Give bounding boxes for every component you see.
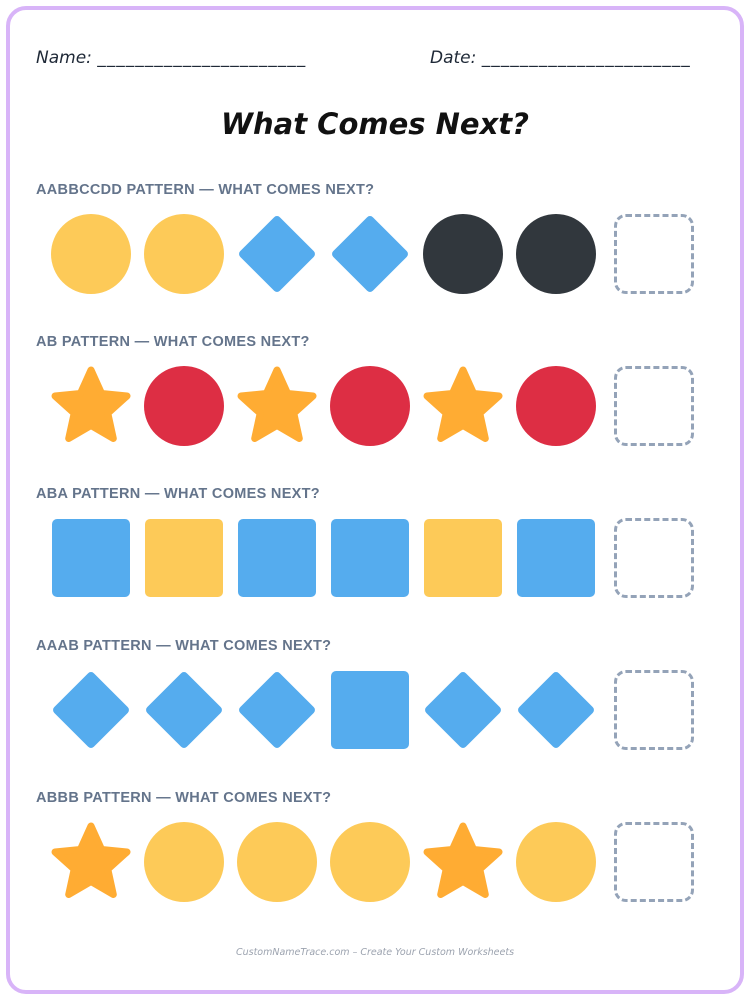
red-circle-icon <box>330 366 410 446</box>
pattern-item <box>326 666 414 754</box>
blue-diamond-icon <box>330 214 410 294</box>
blue-diamond-icon <box>237 670 317 750</box>
empty-answer-slot[interactable] <box>614 518 694 598</box>
pattern-item <box>140 514 228 602</box>
yellow-circle-icon <box>144 214 224 294</box>
pattern-row <box>0 818 750 906</box>
yellow-circle-icon <box>516 822 596 902</box>
pattern-heading: ABBB PATTERN — WHAT COMES NEXT? <box>36 790 332 806</box>
blue-square-icon <box>331 519 409 597</box>
pattern-item <box>419 818 507 906</box>
pattern-item <box>512 514 600 602</box>
pattern-heading: AB PATTERN — WHAT COMES NEXT? <box>36 334 310 350</box>
pattern-item <box>47 210 135 298</box>
worksheet-title: What Comes Next? <box>221 107 529 141</box>
answer-box[interactable] <box>610 210 698 298</box>
blue-diamond-icon <box>423 670 503 750</box>
pattern-item <box>140 818 228 906</box>
dark-circle-icon <box>516 214 596 294</box>
name-blank-line[interactable]: ______________________ <box>97 48 307 68</box>
empty-answer-slot[interactable] <box>614 214 694 294</box>
yellow-square-icon <box>145 519 223 597</box>
dark-circle-icon <box>423 214 503 294</box>
pattern-item <box>233 362 321 450</box>
date-label: Date: <box>430 48 477 68</box>
empty-answer-slot[interactable] <box>614 366 694 446</box>
pattern-item <box>419 666 507 754</box>
empty-answer-slot[interactable] <box>614 822 694 902</box>
orange-star-icon <box>51 366 131 446</box>
pattern-item <box>47 818 135 906</box>
date-field[interactable]: Date: ______________________ <box>430 48 691 68</box>
pattern-row <box>0 210 750 298</box>
pattern-item <box>326 514 414 602</box>
pattern-item <box>140 210 228 298</box>
blue-diamond-icon <box>51 670 131 750</box>
red-circle-icon <box>516 366 596 446</box>
pattern-row <box>0 514 750 602</box>
answer-box[interactable] <box>610 362 698 450</box>
footer-credit: CustomNameTrace.com – Create Your Custom… <box>235 947 515 958</box>
yellow-circle-icon <box>237 822 317 902</box>
answer-box[interactable] <box>610 818 698 906</box>
pattern-heading: AABBCCDD PATTERN — WHAT COMES NEXT? <box>36 182 375 198</box>
blue-square-icon <box>52 519 130 597</box>
pattern-item <box>512 362 600 450</box>
pattern-item <box>419 210 507 298</box>
blue-square-icon <box>517 519 595 597</box>
pattern-item <box>326 818 414 906</box>
pattern-row <box>0 666 750 754</box>
orange-star-icon <box>51 822 131 902</box>
pattern-item <box>512 818 600 906</box>
yellow-circle-icon <box>51 214 131 294</box>
name-label: Name: <box>36 48 92 68</box>
pattern-item <box>233 514 321 602</box>
blue-square-icon <box>331 671 409 749</box>
yellow-circle-icon <box>330 822 410 902</box>
pattern-item <box>419 514 507 602</box>
answer-box[interactable] <box>610 514 698 602</box>
pattern-heading: ABA PATTERN — WHAT COMES NEXT? <box>36 486 320 502</box>
pattern-item <box>233 818 321 906</box>
blue-diamond-icon <box>516 670 596 750</box>
empty-answer-slot[interactable] <box>614 670 694 750</box>
yellow-square-icon <box>424 519 502 597</box>
pattern-item <box>233 210 321 298</box>
pattern-item <box>233 666 321 754</box>
pattern-item <box>512 210 600 298</box>
orange-star-icon <box>423 366 503 446</box>
pattern-item <box>419 362 507 450</box>
name-field[interactable]: Name: ______________________ <box>36 48 306 68</box>
pattern-item <box>47 514 135 602</box>
orange-star-icon <box>237 366 317 446</box>
pattern-item <box>140 362 228 450</box>
pattern-item <box>512 666 600 754</box>
pattern-item <box>140 666 228 754</box>
answer-box[interactable] <box>610 666 698 754</box>
pattern-row <box>0 362 750 450</box>
orange-star-icon <box>423 822 503 902</box>
yellow-circle-icon <box>144 822 224 902</box>
date-blank-line[interactable]: ______________________ <box>481 48 691 68</box>
blue-diamond-icon <box>237 214 317 294</box>
red-circle-icon <box>144 366 224 446</box>
pattern-item <box>326 362 414 450</box>
blue-diamond-icon <box>144 670 224 750</box>
blue-square-icon <box>238 519 316 597</box>
pattern-item <box>47 666 135 754</box>
pattern-item <box>47 362 135 450</box>
pattern-heading: AAAB PATTERN — WHAT COMES NEXT? <box>36 638 332 654</box>
pattern-item <box>326 210 414 298</box>
